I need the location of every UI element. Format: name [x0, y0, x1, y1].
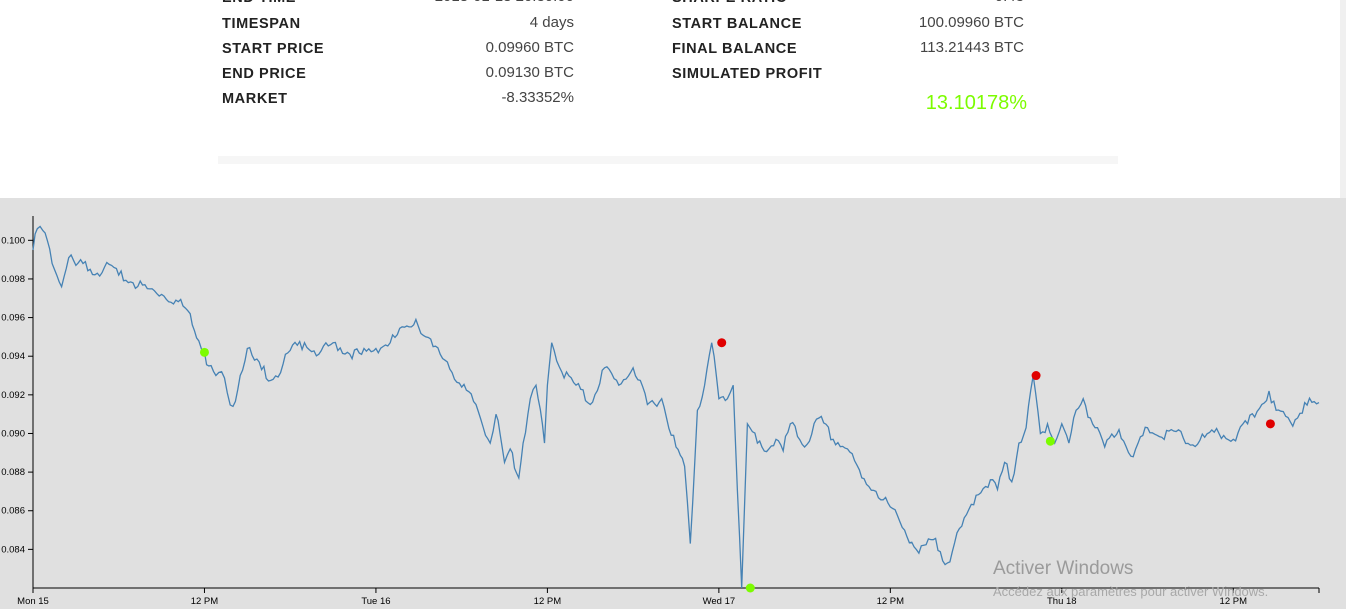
timespan-label: TIMESPAN — [222, 16, 301, 32]
sharpe-ratio-label: SHARPE RATIO — [672, 0, 788, 8]
backtest-stats-panel: END TIME 2018-01-18 20:30:00 TIMESPAN 4 … — [0, 0, 1346, 198]
final-balance-value: 113.21443 BTC — [920, 39, 1024, 56]
x-axis: Mon 15 12 PM Tue 16 12 PM Wed 17 12 PM Thu 18 1… — [17, 587, 1320, 607]
x-tick-label: 12 PM — [534, 596, 562, 607]
sell-trade-marker — [1265, 419, 1275, 429]
windows-activation-title: Activer Windows — [993, 558, 1134, 579]
trade-markers — [199, 338, 1275, 593]
y-tick-label: 0.096 — [1, 313, 25, 324]
page-scrollbar[interactable] — [1340, 0, 1346, 198]
end-time-label: END TIME — [222, 0, 296, 8]
end-price-label: END PRICE — [222, 66, 307, 82]
sell-trade-marker — [717, 338, 727, 348]
price-chart: 0.084 0.086 0.088 0.090 0.092 0.094 0.096 0.098… — [0, 198, 1346, 609]
buy-trade-marker — [745, 583, 755, 593]
y-tick-label: 0.092 — [1, 390, 25, 401]
market-label: MARKET — [222, 91, 288, 107]
x-tick-label: Mon 15 — [17, 596, 49, 607]
x-tick-label: 12 PM — [191, 596, 219, 607]
y-tick-label: 0.084 — [1, 544, 25, 555]
start-balance-value: 100.09960 BTC — [918, 14, 1024, 31]
simulated-profit-value: 13.10178% — [925, 92, 1027, 114]
y-tick-label: 0.094 — [1, 351, 25, 362]
x-tick-label: 12 PM — [1220, 596, 1248, 607]
market-value: -8.33352% — [501, 89, 574, 106]
timespan-value: 4 days — [529, 14, 574, 31]
price-series-line — [32, 225, 1320, 589]
start-balance-label: START BALANCE — [672, 16, 802, 32]
windows-activation-subtitle: Accédez aux paramètres pour activer Wind… — [993, 584, 1269, 599]
x-tick-label: Wed 17 — [703, 596, 736, 607]
final-balance-label: FINAL BALANCE — [672, 41, 798, 57]
simulated-profit-label: SIMULATED PROFIT — [672, 66, 823, 82]
end-price-value: 0.09130 BTC — [485, 64, 574, 81]
sell-trade-marker — [1031, 371, 1041, 381]
start-price-label: START PRICE — [222, 41, 325, 57]
start-price-value: 0.09960 BTC — [485, 39, 574, 56]
y-tick-label: 0.090 — [1, 428, 25, 439]
x-tick-label: 12 PM — [877, 596, 905, 607]
buy-trade-marker — [199, 347, 209, 357]
end-time-value: 2018-01-18 20:30:00 — [400, 0, 574, 7]
simulated-profit-empty-value — [850, 63, 1024, 83]
y-tick-label: 0.088 — [1, 467, 25, 478]
price-chart-svg: 0.084 0.086 0.088 0.090 0.092 0.094 0.096 0.098… — [1, 216, 1320, 607]
divider — [218, 156, 1118, 164]
y-tick-label: 0.098 — [1, 274, 25, 285]
buy-trade-marker — [1045, 436, 1055, 446]
y-axis: 0.084 0.086 0.088 0.090 0.092 0.094 0.096 0.098… — [1, 216, 34, 588]
y-tick-label: 0.100 — [1, 235, 25, 246]
x-tick-label: Thu 18 — [1047, 596, 1077, 607]
sharpe-ratio-value: 0.43 — [850, 0, 1024, 7]
y-tick-label: 0.086 — [1, 506, 25, 517]
x-tick-label: Tue 16 — [361, 596, 390, 607]
